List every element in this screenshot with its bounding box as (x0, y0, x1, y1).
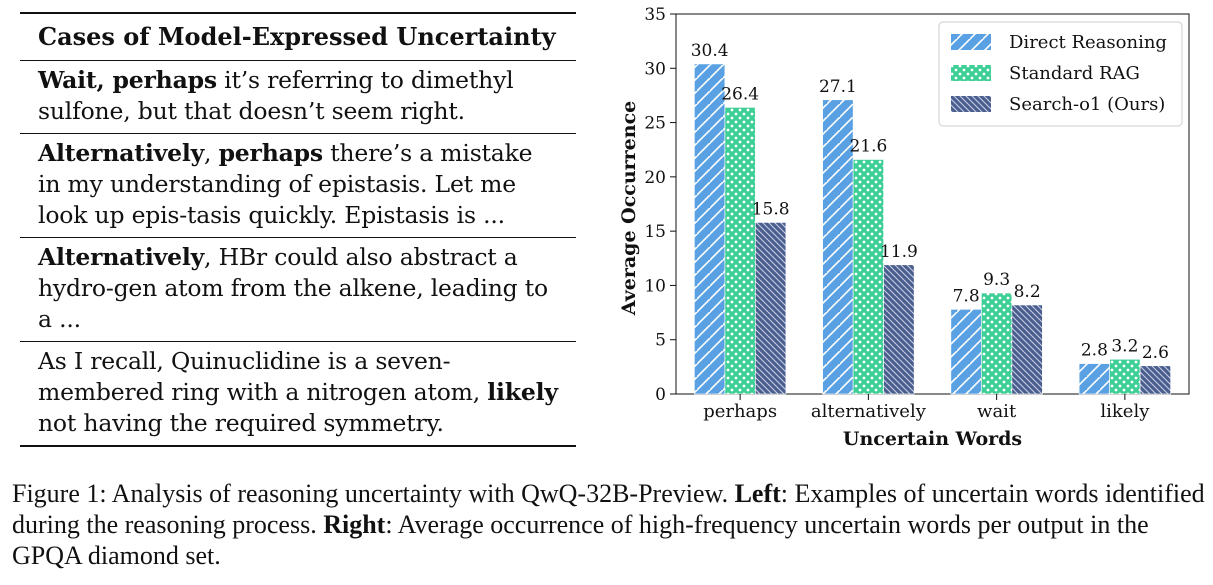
legend-label: Standard RAG (1009, 63, 1140, 84)
legend-label: Search-o1 (Ours) (1009, 94, 1165, 115)
y-tick-label: 30 (644, 59, 666, 79)
bar-search-o1-ours (883, 264, 915, 395)
data-label: 7.8 (953, 286, 980, 306)
data-label: 2.8 (1081, 341, 1108, 361)
data-label: 27.1 (819, 77, 857, 97)
bar-search-o1-ours (755, 222, 787, 395)
bar-chart: 0 5 10 15 20 25 30 35 30.4 26.4 15.8 perhaps 27.1 21.… (618, 5, 1190, 450)
emphasized-word: Left (734, 479, 781, 508)
x-tick-label: wait (977, 401, 1017, 422)
x-tick-label: likely (1100, 401, 1150, 422)
case-row: Alternatively, HBr could also abstract a… (20, 238, 576, 341)
data-label: 8.2 (1014, 282, 1041, 302)
bar-direct-reasoning (822, 99, 854, 395)
emphasized-word: Right (323, 510, 386, 539)
table-row-rule (20, 341, 576, 342)
y-tick-label: 35 (644, 5, 666, 25)
legend-swatch (951, 34, 991, 50)
table-row-rule (20, 133, 576, 134)
bar-standard-rag (724, 107, 756, 395)
table-header-rule (20, 60, 576, 61)
legend-swatch (951, 65, 991, 81)
data-label: 11.9 (880, 242, 918, 262)
text-segment: Figure 1: Analysis of reasoning uncertai… (12, 479, 735, 508)
data-label: 2.6 (1142, 343, 1169, 363)
text-segment: not having the required symmetry. (38, 409, 444, 437)
data-label: 3.2 (1111, 336, 1138, 356)
emphasized-word: likely (487, 378, 558, 406)
text-segment: As I recall, Quinuclidine is a seven-mem… (38, 347, 488, 406)
y-axis-label: Average Occurrence (618, 101, 640, 317)
emphasized-word: Wait, perhaps (38, 66, 217, 94)
case-row: Alternatively, perhaps there’s a mistake… (20, 134, 576, 237)
figure-caption: Figure 1: Analysis of reasoning uncertai… (12, 478, 1207, 571)
text-segment: there’s a mistake in my understanding of… (38, 139, 533, 229)
table-row-rule (20, 237, 576, 238)
y-tick-label: 10 (644, 276, 666, 296)
plot-frame (675, 13, 1190, 395)
text-segment: , (204, 139, 219, 167)
emphasized-word: Alternatively (38, 139, 205, 167)
text-segment: , HBr could also abstract a hydro-gen at… (38, 243, 548, 333)
bar-standard-rag (981, 292, 1013, 395)
bar-search-o1-ours (1011, 304, 1043, 395)
bar-standard-rag (1109, 358, 1141, 395)
y-tick-label: 5 (655, 331, 666, 351)
x-tick-label: alternatively (811, 401, 927, 422)
legend-box (938, 21, 1183, 127)
data-label: 30.4 (691, 41, 729, 61)
case-row: Wait, perhaps it’s referring to dimethyl… (20, 61, 576, 133)
legend-label: Direct Reasoning (1009, 32, 1167, 53)
y-tick-label: 15 (644, 222, 666, 242)
text-segment: : Average occurrence of high-frequency u… (12, 510, 1149, 570)
bar-direct-reasoning (694, 63, 726, 395)
legend-swatch (951, 96, 991, 112)
data-label: 21.6 (849, 136, 887, 156)
y-tick-label: 0 (655, 385, 666, 405)
y-tick-label: 20 (644, 168, 666, 188)
bar-direct-reasoning (1078, 363, 1110, 395)
bar-search-o1-ours (1139, 365, 1171, 395)
case-row: As I recall, Quinuclidine is a seven-mem… (20, 342, 576, 445)
y-tick-label: 25 (644, 114, 666, 134)
x-tick-label: perhaps (703, 401, 777, 422)
table-bottom-rule (20, 445, 576, 447)
data-label: 15.8 (752, 199, 790, 219)
data-label: 9.3 (983, 270, 1010, 290)
emphasized-word: Alternatively (38, 243, 205, 271)
text-segment: it’s referring to dimethyl sulfone, but … (38, 66, 514, 125)
text-segment: : Examples of uncertain words identified… (12, 479, 1205, 539)
bar-standard-rag (852, 159, 884, 395)
x-axis-label: Uncertain Words (843, 428, 1022, 450)
data-label: 26.4 (721, 84, 759, 104)
table-top-rule (20, 12, 576, 14)
table-title: Cases of Model-Expressed Uncertainty (38, 22, 556, 51)
bar-direct-reasoning (950, 309, 982, 395)
emphasized-word: perhaps (218, 139, 324, 167)
cases-table: Cases of Model-Expressed Uncertainty Wai… (20, 12, 576, 447)
